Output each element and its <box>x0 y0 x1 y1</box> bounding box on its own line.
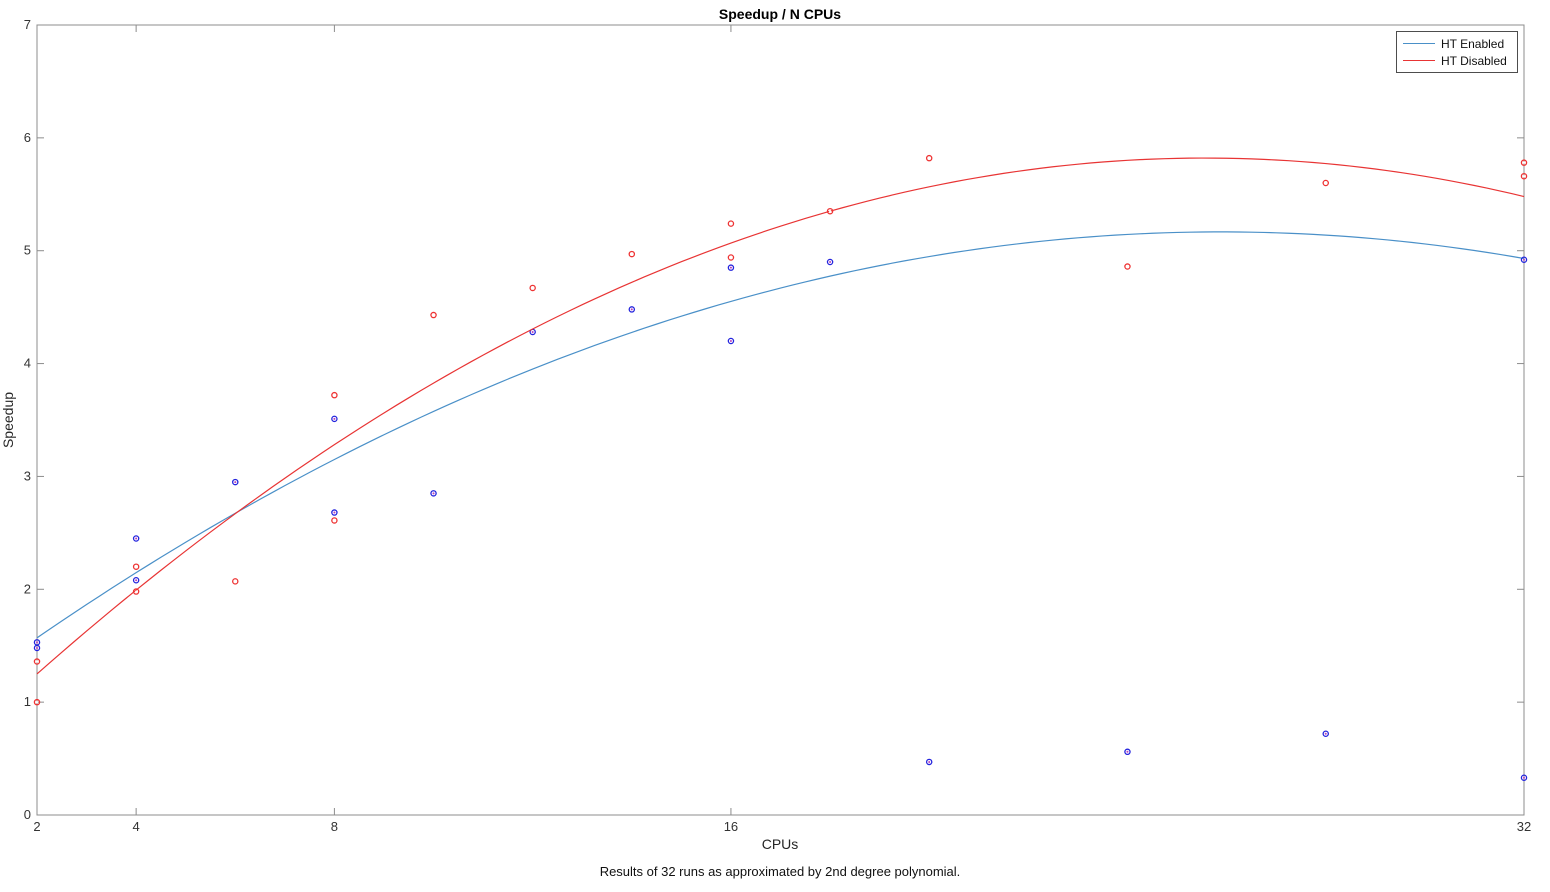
data-point-ht-enabled <box>727 337 735 345</box>
data-point-center <box>1126 265 1129 268</box>
data-point-center <box>928 760 931 763</box>
legend-line-sample-red <box>1403 60 1435 61</box>
data-point-center <box>333 519 336 522</box>
chart-title: Speedup / N CPUs <box>718 6 842 22</box>
data-point-ht-enabled <box>232 478 239 486</box>
fit-curve-ht-enabled <box>36 231 1525 639</box>
data-point-center <box>1523 258 1525 261</box>
y-tick-label: 4 <box>24 356 31 371</box>
y-tick-label: 5 <box>24 243 31 258</box>
y-tick-label: 1 <box>24 694 31 709</box>
data-point-center <box>729 266 732 269</box>
data-point-center <box>729 222 732 225</box>
data-point-ht-enabled <box>1322 730 1329 737</box>
data-point-center <box>135 537 138 540</box>
data-point-center <box>234 481 237 484</box>
data-point-center <box>829 210 832 213</box>
y-tick-label: 7 <box>24 17 31 32</box>
y-tick-label: 2 <box>24 581 31 596</box>
data-point-center <box>630 308 633 311</box>
data-point-ht-disabled <box>33 658 41 665</box>
x-tick-label: 16 <box>724 819 738 834</box>
data-point-ht-disabled <box>132 588 140 595</box>
y-tick-label: 6 <box>24 130 31 145</box>
data-point-center <box>729 256 732 259</box>
data-point-center <box>1523 776 1525 779</box>
data-point-center <box>829 261 832 263</box>
data-point-center <box>135 590 138 593</box>
data-point-ht-disabled <box>132 563 140 570</box>
x-tick-label: 4 <box>133 819 140 834</box>
data-point-ht-disabled <box>727 254 735 261</box>
data-point-ht-enabled <box>628 306 636 313</box>
data-point-center <box>234 580 237 583</box>
data-point-ht-disabled <box>33 698 41 706</box>
data-point-center <box>135 579 138 582</box>
legend-label: HT Disabled <box>1441 53 1507 68</box>
data-point-center <box>531 330 534 333</box>
data-point-center <box>36 701 38 704</box>
x-tick-label: 8 <box>331 819 338 834</box>
data-point-center <box>928 157 931 160</box>
data-point-ht-disabled <box>331 391 338 399</box>
legend-entry-ht-enabled: HT Enabled <box>1403 35 1511 52</box>
data-point-ht-disabled <box>1322 179 1329 187</box>
data-point-center <box>333 417 336 420</box>
data-point-ht-disabled <box>1124 263 1131 270</box>
x-axis-label: CPUs <box>761 836 799 852</box>
data-point-center <box>630 253 633 256</box>
data-point-center <box>1523 175 1525 178</box>
data-point-ht-enabled <box>727 264 735 271</box>
data-point-center <box>1324 732 1327 735</box>
data-point-ht-disabled <box>529 284 536 292</box>
data-point-ht-disabled <box>1520 172 1528 180</box>
y-tick-label: 3 <box>24 468 31 483</box>
figure-caption: Results of 32 runs as approximated by 2n… <box>599 864 961 879</box>
data-point-ht-disabled <box>1520 159 1528 166</box>
data-point-center <box>1126 750 1129 753</box>
data-point-center <box>135 565 138 568</box>
data-point-center <box>333 394 336 397</box>
data-point-ht-enabled <box>1520 256 1528 263</box>
data-point-center <box>1523 161 1525 164</box>
data-point-ht-disabled <box>826 207 834 215</box>
data-point-ht-disabled <box>628 250 636 258</box>
data-point-center <box>729 340 732 342</box>
legend-box: HT Enabled HT Disabled <box>1396 31 1518 73</box>
x-tick-label: 32 <box>1517 819 1531 834</box>
data-point-ht-disabled <box>430 311 437 319</box>
legend-label: HT Enabled <box>1441 36 1505 51</box>
data-point-ht-enabled <box>1520 774 1528 782</box>
x-tick-label: 2 <box>33 819 40 834</box>
data-point-center <box>36 646 38 649</box>
axis-box <box>36 24 1525 816</box>
data-point-center <box>432 492 435 495</box>
data-point-ht-enabled <box>331 509 338 516</box>
data-point-center <box>531 286 534 289</box>
data-point-center <box>432 314 435 317</box>
data-point-ht-disabled <box>925 154 933 162</box>
data-point-center <box>333 511 336 514</box>
y-axis-label: Speedup <box>0 391 16 449</box>
data-point-ht-enabled <box>826 258 834 266</box>
data-point-center <box>36 660 38 663</box>
data-point-ht-disabled <box>727 220 735 227</box>
data-point-ht-enabled <box>33 644 41 652</box>
legend-line-sample-blue <box>1403 43 1435 44</box>
data-point-ht-disabled <box>331 517 338 524</box>
data-point-ht-enabled <box>132 577 140 584</box>
data-point-ht-enabled <box>925 758 933 766</box>
legend-entry-ht-disabled: HT Disabled <box>1403 52 1511 69</box>
data-point-center <box>1324 182 1327 184</box>
data-point-center <box>36 641 38 644</box>
fit-curve-ht-disabled <box>36 157 1525 675</box>
data-point-ht-enabled <box>1124 748 1131 756</box>
data-point-ht-enabled <box>331 415 338 423</box>
data-point-ht-enabled <box>430 490 437 497</box>
data-point-ht-disabled <box>232 578 239 585</box>
data-point-ht-enabled <box>132 535 140 542</box>
y-tick-label: 0 <box>24 807 31 822</box>
